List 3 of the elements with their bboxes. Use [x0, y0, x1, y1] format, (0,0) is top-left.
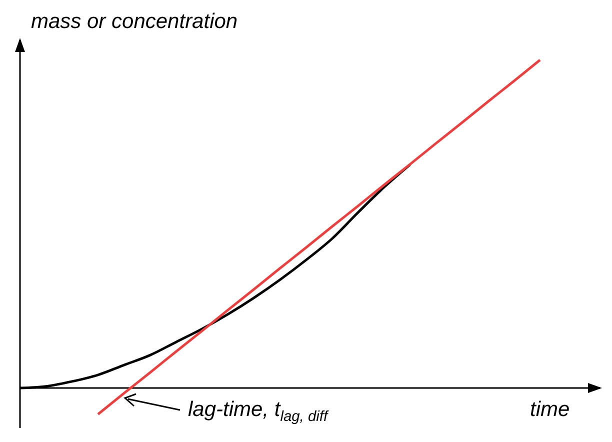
x-axis-title: time: [530, 398, 570, 422]
annotation: lag-time, t$_{lag, diff}$: [188, 398, 328, 426]
y-axis-title: mass or concentration: [31, 10, 238, 34]
